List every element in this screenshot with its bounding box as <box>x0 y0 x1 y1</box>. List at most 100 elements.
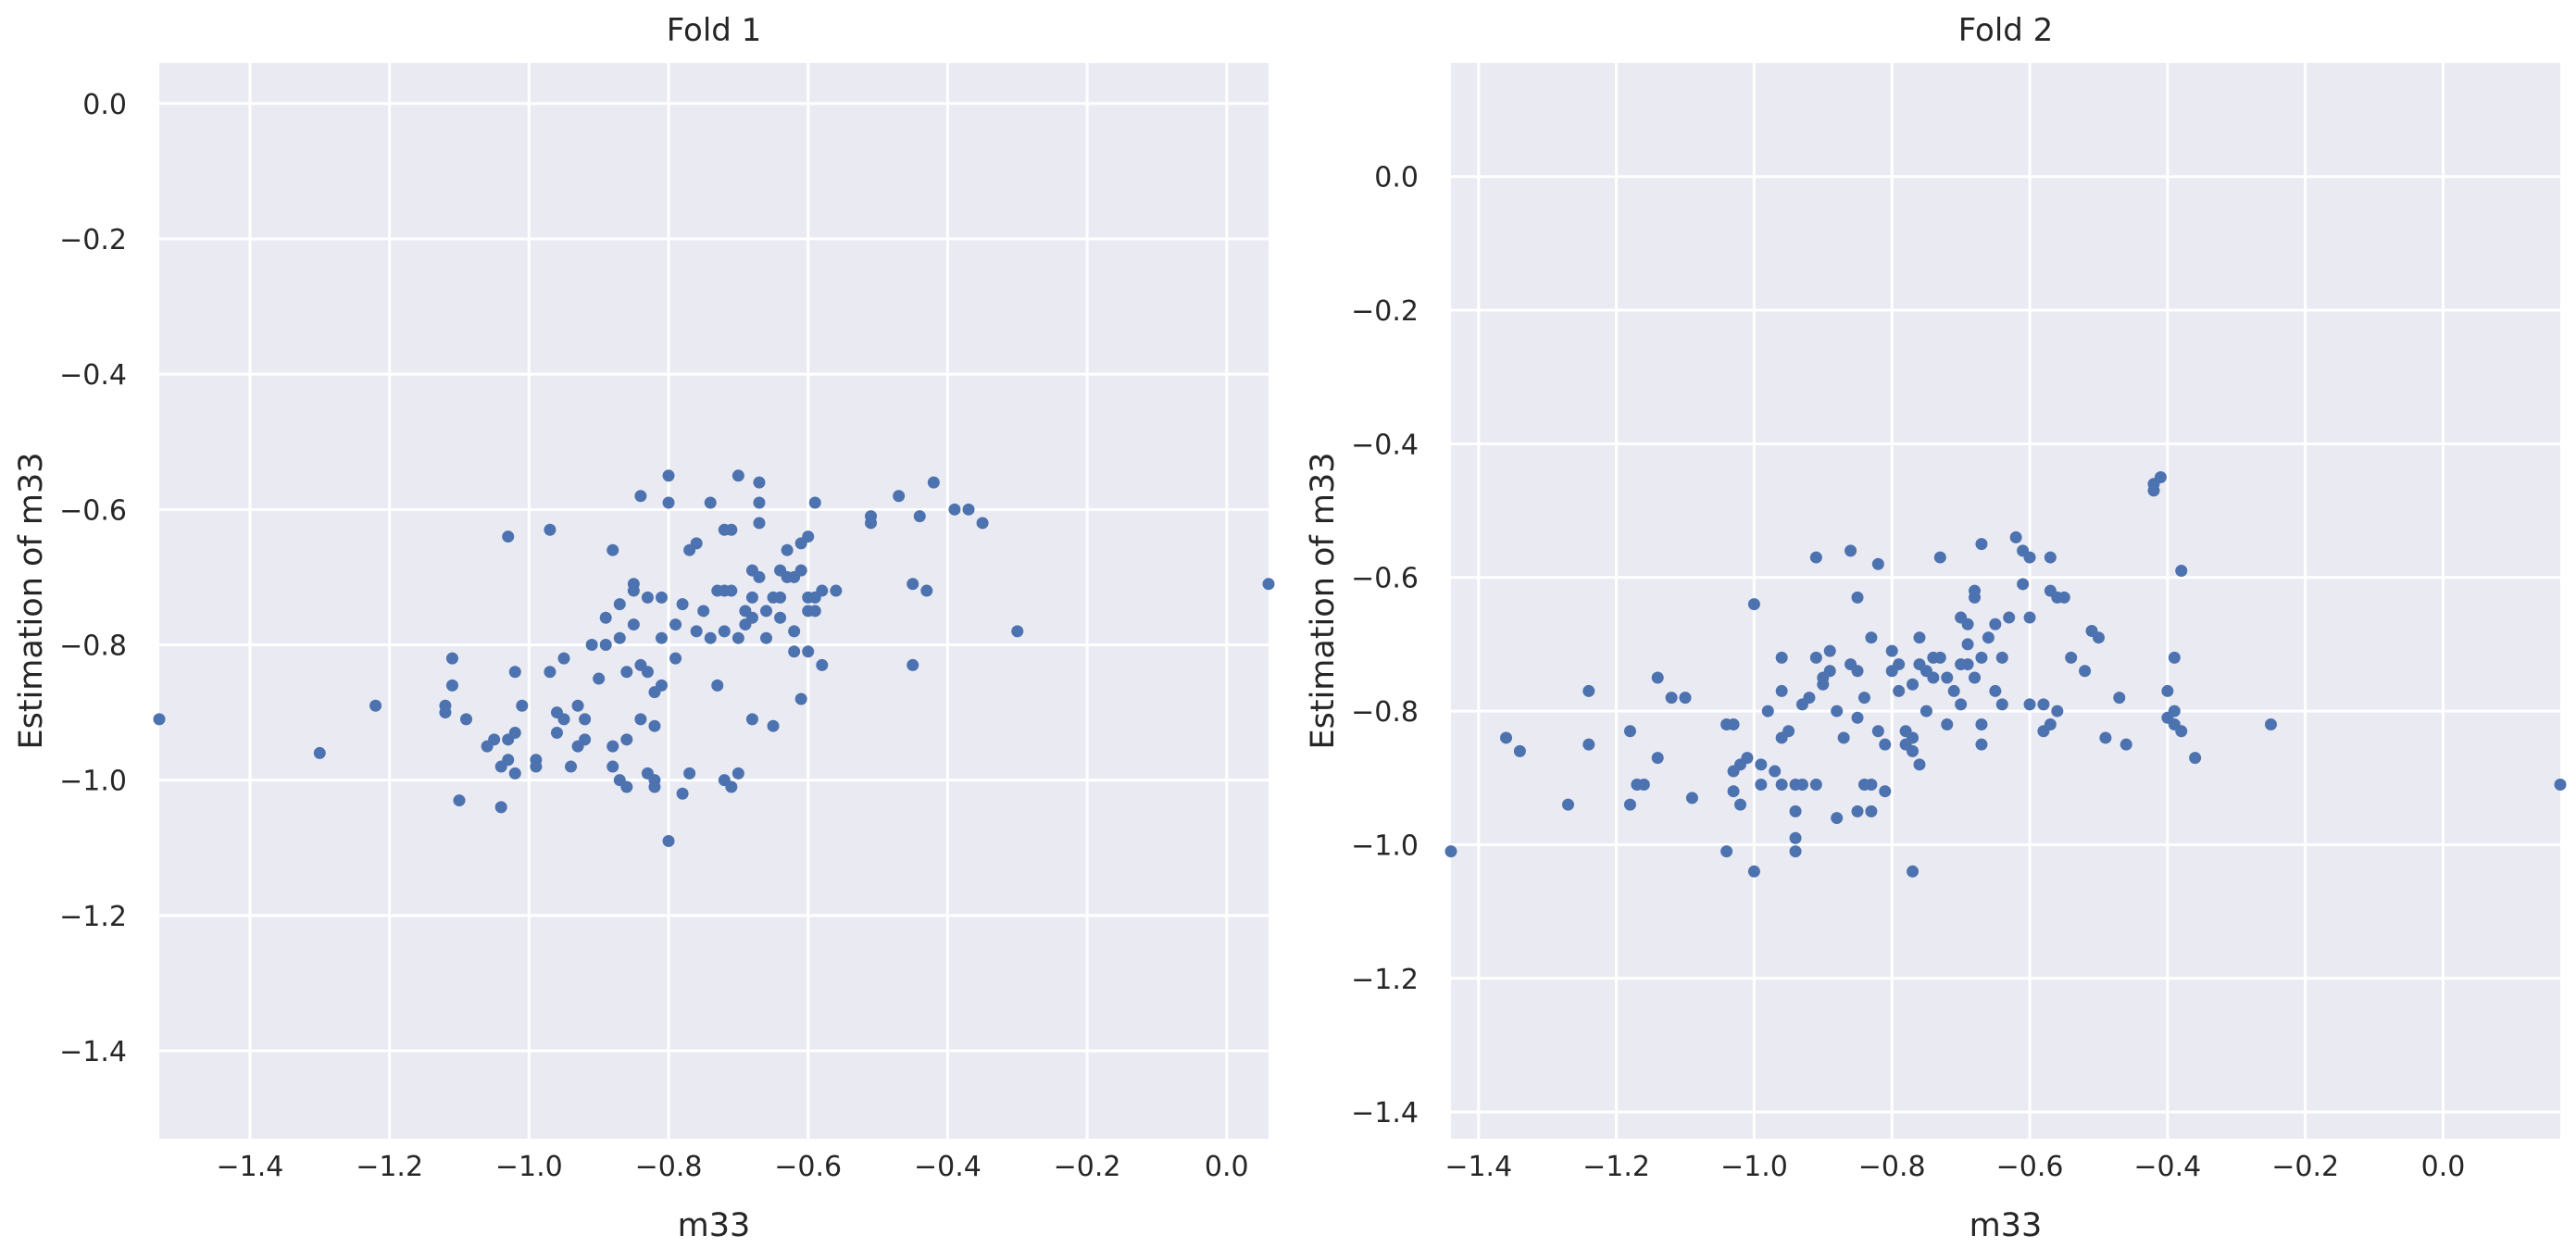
data-point <box>2003 611 2016 624</box>
data-point <box>745 591 758 604</box>
data-point <box>2023 551 2036 564</box>
data-point <box>585 639 598 652</box>
data-point <box>1789 805 1802 817</box>
data-point <box>1844 544 1857 557</box>
data-point <box>662 469 675 482</box>
data-point <box>760 605 773 618</box>
data-point <box>445 652 458 665</box>
data-point <box>2168 651 2181 664</box>
y-tick-label: −0.6 <box>1351 563 1419 595</box>
data-point <box>1775 684 1788 697</box>
data-point <box>579 713 592 726</box>
data-point <box>781 543 794 556</box>
data-point <box>634 713 647 726</box>
data-point <box>662 834 675 847</box>
data-point <box>648 780 661 793</box>
data-point <box>830 584 843 597</box>
data-point <box>1720 845 1733 858</box>
x-tick-label: −0.2 <box>2271 1151 2339 1183</box>
data-point <box>2189 752 2202 765</box>
data-point <box>530 760 543 773</box>
data-point <box>697 605 710 618</box>
data-point <box>634 490 647 503</box>
y-axis-label-fold-2: Estimation of m33 <box>1305 453 1342 750</box>
data-point <box>1823 644 1836 657</box>
data-point <box>1975 651 1988 664</box>
data-point <box>1262 578 1275 591</box>
data-point <box>2057 591 2070 604</box>
data-point <box>1907 744 1919 757</box>
data-point <box>613 631 626 644</box>
data-point <box>1865 778 1878 791</box>
data-point <box>1919 705 1932 717</box>
data-point <box>565 760 578 773</box>
subplot-fold-2: −1.4 −1.2 −1.0 −0.8 −0.6 −0.4 −0.2 0.0 0.0−0.2−… <box>1305 12 2567 1244</box>
data-point <box>767 719 780 732</box>
x-tick-label: −1.0 <box>1720 1151 1788 1183</box>
data-point <box>1789 831 1802 844</box>
data-point <box>488 733 501 746</box>
data-point <box>544 523 556 536</box>
data-point <box>1851 711 1864 724</box>
y-tick-label: 0.0 <box>1374 162 1419 194</box>
data-point <box>2099 731 2112 744</box>
data-point <box>2147 484 2160 497</box>
data-point <box>1741 752 1754 765</box>
data-point <box>2154 470 2167 483</box>
data-point <box>753 496 766 509</box>
x-tick-label: 0.0 <box>2421 1151 2466 1183</box>
data-point <box>1761 705 1774 717</box>
data-point <box>745 713 758 726</box>
data-point <box>1865 805 1878 817</box>
data-point <box>1975 738 1988 751</box>
data-point <box>606 760 619 773</box>
data-point <box>2065 651 2078 664</box>
data-point <box>1685 792 1698 805</box>
data-point <box>745 611 758 624</box>
data-point <box>913 510 926 523</box>
data-point <box>2554 778 2567 791</box>
data-point <box>760 631 773 644</box>
data-point <box>439 706 452 719</box>
data-point <box>893 490 906 503</box>
data-point <box>1513 744 1526 757</box>
y-tick-label: −1.2 <box>59 901 127 933</box>
data-point <box>704 631 717 644</box>
data-point <box>550 727 563 740</box>
data-point <box>1989 684 2002 697</box>
data-point <box>927 476 940 489</box>
data-point <box>1775 778 1788 791</box>
data-point <box>641 666 654 679</box>
data-point <box>2079 665 2092 678</box>
x-tick-label: −0.4 <box>914 1151 982 1183</box>
y-tick-label: −0.4 <box>1351 429 1419 461</box>
data-point <box>1727 718 1740 731</box>
data-point <box>2264 718 2277 731</box>
x-tick-label: −1.2 <box>1582 1151 1650 1183</box>
x-axis-label-fold-1: m33 <box>678 1207 751 1244</box>
data-point <box>1995 651 2008 664</box>
data-point <box>1803 692 1816 705</box>
y-tick-label: −1.4 <box>1351 1097 1419 1129</box>
data-point <box>1817 678 1830 691</box>
y-tick-label: −0.8 <box>59 630 127 663</box>
data-point <box>1809 651 1822 664</box>
x-tick-label: −0.4 <box>2133 1151 2201 1183</box>
data-point <box>718 625 731 638</box>
x-tick-labels-fold-2: −1.4 −1.2 −1.0 −0.8 −0.6 −0.4 −0.2 0.0 <box>1444 1151 2465 1183</box>
data-point <box>802 530 815 543</box>
data-point <box>732 469 744 482</box>
data-point <box>2037 698 2050 711</box>
data-point <box>1851 665 1864 678</box>
data-point <box>627 584 640 597</box>
data-point <box>1913 631 1926 644</box>
data-point <box>1651 752 1664 765</box>
data-point <box>1734 798 1747 811</box>
data-point <box>1747 598 1760 611</box>
data-point <box>1500 731 1513 744</box>
y-tick-label: −1.0 <box>1351 830 1419 862</box>
data-point <box>1907 731 1919 744</box>
data-point <box>1809 551 1822 564</box>
data-point <box>1747 865 1760 878</box>
data-point <box>1982 631 1995 644</box>
